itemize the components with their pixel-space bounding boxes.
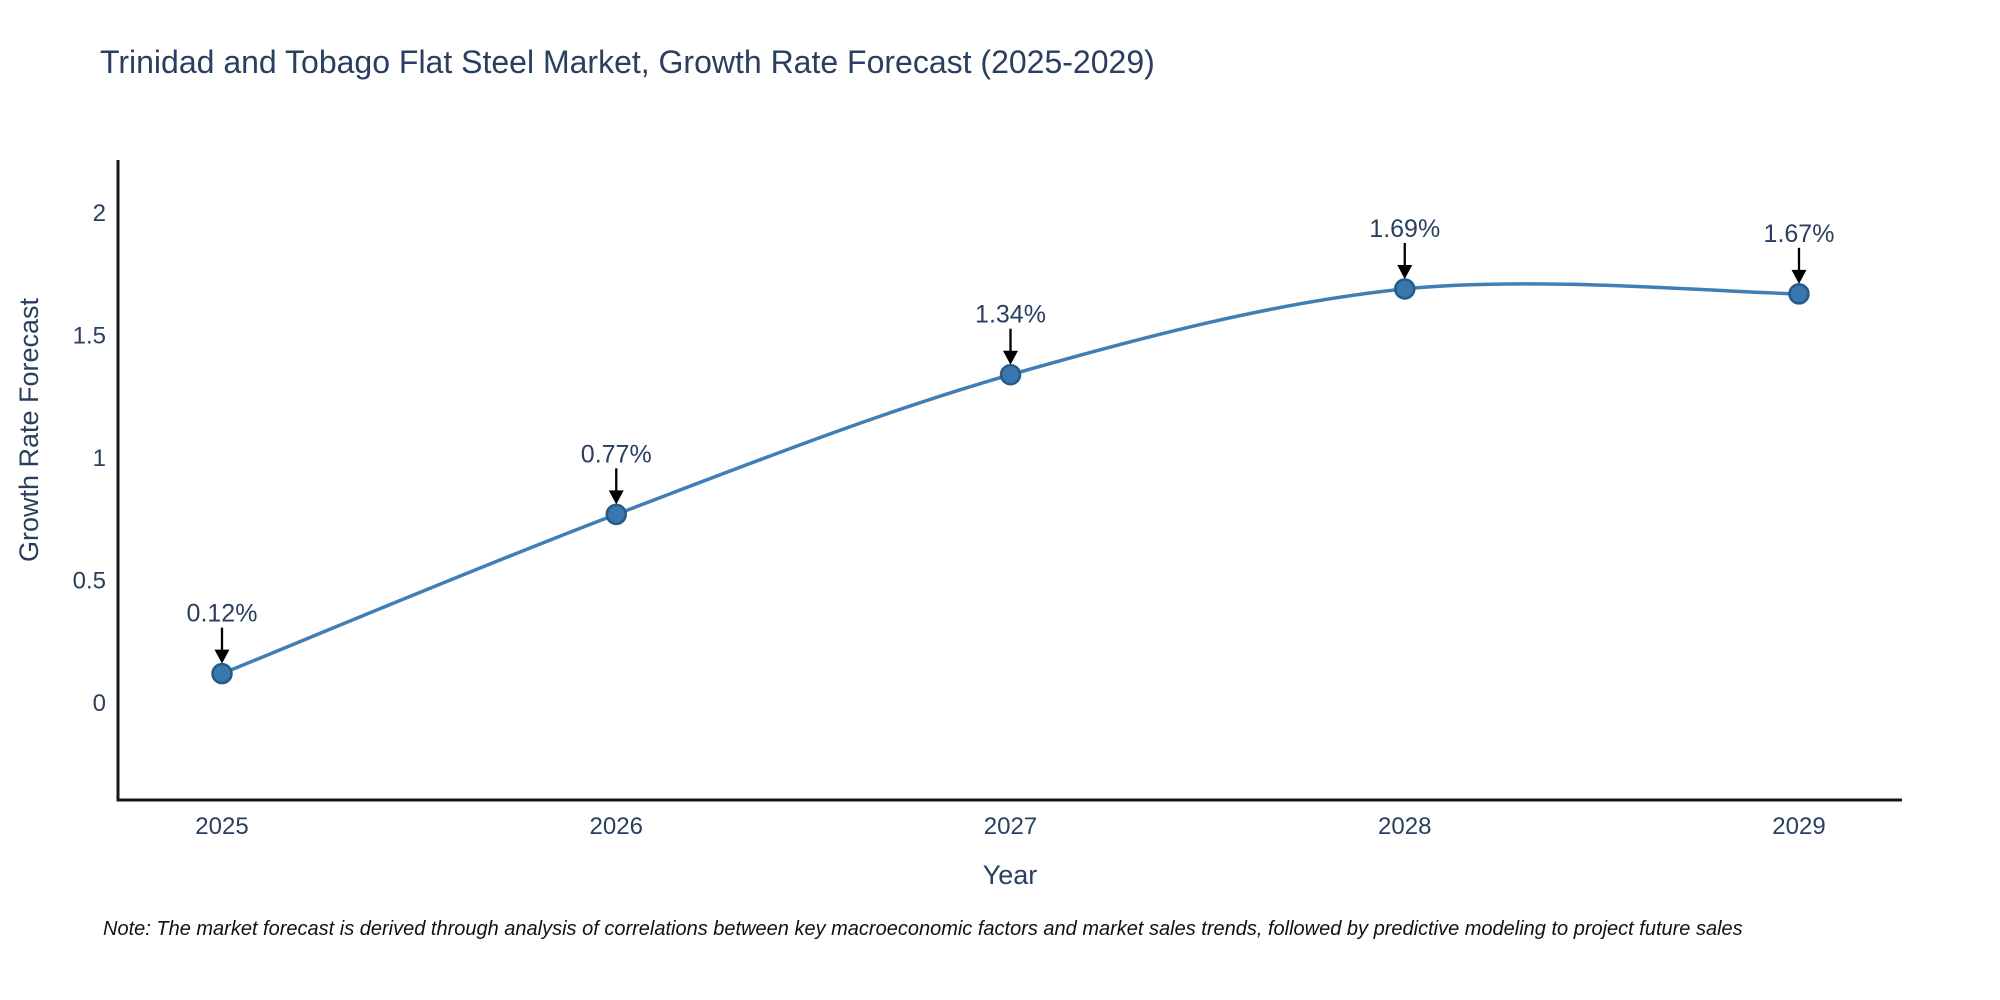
annotation-arrowhead-icon — [608, 490, 624, 505]
y-tick-label: 1.5 — [73, 323, 106, 350]
chart-title: Trinidad and Tobago Flat Steel Market, G… — [100, 44, 1155, 80]
data-point-label: 0.77% — [581, 440, 652, 468]
y-axis-title: Growth Rate Forecast — [14, 297, 44, 562]
y-tick-label: 0.5 — [73, 568, 106, 595]
annotation-arrowhead-icon — [1791, 269, 1807, 284]
x-tick-label: 2027 — [984, 813, 1037, 840]
y-tick-label: 2 — [93, 200, 106, 227]
annotation-arrowhead-icon — [214, 649, 230, 664]
data-point-label: 1.34% — [975, 301, 1046, 329]
data-point-marker — [999, 363, 1022, 386]
x-tick-label: 2029 — [1772, 813, 1825, 840]
y-tick-label: 1 — [93, 445, 106, 472]
x-tick-label: 2025 — [195, 813, 248, 840]
data-point-label: 1.67% — [1764, 220, 1835, 248]
data-point-marker — [1394, 278, 1416, 300]
data-point-marker — [211, 662, 233, 685]
x-tick-label: 2026 — [590, 813, 643, 840]
y-tick-label: 0 — [93, 690, 106, 717]
annotation-arrowhead-icon — [1397, 264, 1413, 279]
data-point-marker — [605, 503, 627, 526]
x-axis-title: Year — [983, 860, 1038, 890]
data-point-label: 1.69% — [1369, 215, 1440, 243]
data-point-marker — [1788, 283, 1810, 305]
data-point-label: 0.12% — [187, 600, 258, 628]
x-tick-label: 2028 — [1378, 813, 1431, 840]
annotation-arrowhead-icon — [1003, 350, 1018, 365]
chart-footnote: Note: The market forecast is derived thr… — [103, 918, 1743, 940]
